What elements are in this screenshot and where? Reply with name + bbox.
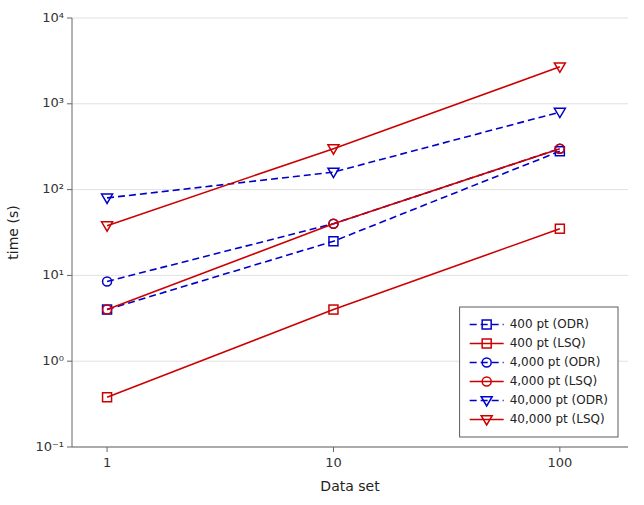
tick-label: 100 <box>547 455 572 470</box>
legend-label: 4,000 pt (LSQ) <box>510 374 597 388</box>
x-axis-label: Data set <box>320 478 380 494</box>
data-point <box>103 393 112 402</box>
legend-marker <box>482 377 491 386</box>
tick-label: 10 <box>325 455 342 470</box>
legend-marker <box>482 358 491 367</box>
legend-swatch <box>470 343 504 345</box>
data-point <box>554 63 565 72</box>
tick-mark <box>107 447 108 452</box>
data-point <box>103 305 112 314</box>
tick-label: 10⁰ <box>42 353 64 368</box>
chart: 10⁻¹ 10⁰ 10¹ 10² 10³ 10⁴ 1 10 100 Data set time (s… <box>0 0 644 505</box>
tick-mark <box>559 447 560 452</box>
data-point <box>329 305 338 314</box>
data-point <box>328 168 339 177</box>
legend-label: 40,000 pt (LSQ) <box>510 412 605 426</box>
tick-mark <box>333 447 334 452</box>
tick-label: 10⁴ <box>42 10 64 25</box>
grid <box>72 18 628 447</box>
series-line <box>107 67 560 226</box>
data-point <box>103 277 112 286</box>
tick-mark <box>67 18 72 19</box>
series-line <box>107 112 560 198</box>
tick-mark <box>67 275 72 276</box>
data-point <box>102 194 113 203</box>
grid-line <box>72 189 628 190</box>
grid-line <box>72 447 628 448</box>
legend-frame <box>460 307 618 437</box>
y-axis-label: time (s) <box>5 205 21 259</box>
series-line <box>107 149 560 310</box>
grid-line <box>72 275 628 276</box>
legend-label: 400 pt (ODR) <box>510 317 589 331</box>
legend-label: 4,000 pt (ODR) <box>510 355 601 369</box>
tick-mark <box>67 361 72 362</box>
data-point <box>102 222 113 231</box>
series <box>103 144 565 286</box>
legend-marker <box>482 339 491 348</box>
legend-marker <box>482 320 491 329</box>
legend-marker <box>481 397 492 406</box>
series <box>103 144 565 314</box>
tick-label: 10² <box>42 181 64 196</box>
legend-label: 40,000 pt (ODR) <box>510 393 608 407</box>
legend-swatch <box>470 381 504 383</box>
data-point <box>328 145 339 154</box>
series-line <box>107 149 560 282</box>
tick-mark <box>67 103 72 104</box>
data-point <box>554 108 565 117</box>
legend-label: 400 pt (LSQ) <box>510 336 586 350</box>
tick-label: 10¹ <box>42 267 64 282</box>
x-axis-line <box>72 447 628 448</box>
data-point <box>555 144 564 153</box>
legend-marker <box>481 416 492 425</box>
legend-swatch <box>470 362 504 364</box>
tick-mark <box>67 447 72 448</box>
grid-line <box>72 18 628 19</box>
series-line <box>107 151 560 309</box>
data-point <box>329 237 338 246</box>
tick-label: 10⁻¹ <box>35 439 64 454</box>
y-axis-line <box>72 18 73 447</box>
grid-line <box>72 103 628 104</box>
series <box>103 147 565 314</box>
tick-label: 1 <box>103 455 111 470</box>
legend-swatch <box>470 324 504 326</box>
tick-label: 10³ <box>42 95 64 110</box>
series <box>102 63 566 231</box>
data-point <box>555 224 564 233</box>
tick-mark <box>67 189 72 190</box>
data-point <box>329 219 338 228</box>
series <box>102 108 566 203</box>
legend-swatch <box>470 400 504 402</box>
axes: 10⁻¹ 10⁰ 10¹ 10² 10³ 10⁴ 1 10 100 <box>35 10 628 471</box>
legend: 400 pt (ODR) 400 pt (LSQ) 4,000 pt (ODR)… <box>460 307 618 437</box>
legend-swatch <box>470 419 504 421</box>
